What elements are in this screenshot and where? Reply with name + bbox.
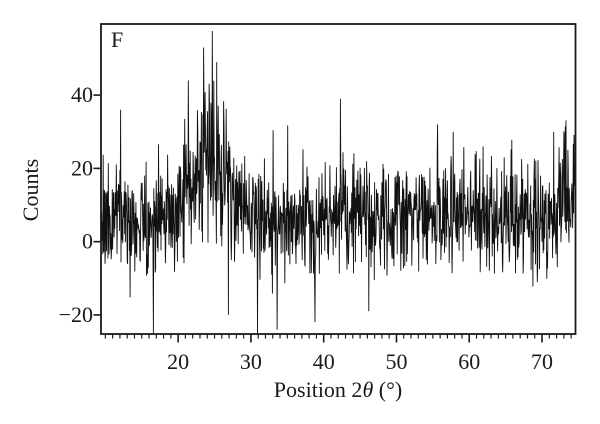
- x-axis-tick-label: 70: [531, 349, 553, 374]
- y-axis-tick-label: 0: [82, 229, 93, 254]
- y-axis-tick-label: 20: [71, 155, 93, 180]
- x-axis-tick-label: 30: [240, 349, 262, 374]
- panel-label: F: [111, 27, 123, 52]
- x-axis-tick-label: 40: [313, 349, 335, 374]
- x-axis-label-theta: θ: [362, 377, 373, 402]
- xrd-trace: [101, 30, 576, 334]
- plot-area: [101, 30, 576, 334]
- x-axis-label-suffix: (°): [373, 377, 402, 402]
- x-axis-label: Position 2θ (°): [274, 377, 402, 402]
- x-axis-tick-label: 50: [385, 349, 407, 374]
- x-axis-label-prefix: Position 2: [274, 377, 363, 402]
- plot-frame: [100, 23, 577, 335]
- axis-tick-labels: 20 30 40 50 60 70 −20 0 20 40: [59, 82, 553, 374]
- y-axis-tick-label: 40: [71, 82, 93, 107]
- y-axis-tick-label: −20: [59, 302, 93, 327]
- y-axis-label: Counts: [18, 159, 43, 221]
- x-axis-tick-label: 60: [458, 349, 480, 374]
- x-axis-tick-label: 20: [167, 349, 189, 374]
